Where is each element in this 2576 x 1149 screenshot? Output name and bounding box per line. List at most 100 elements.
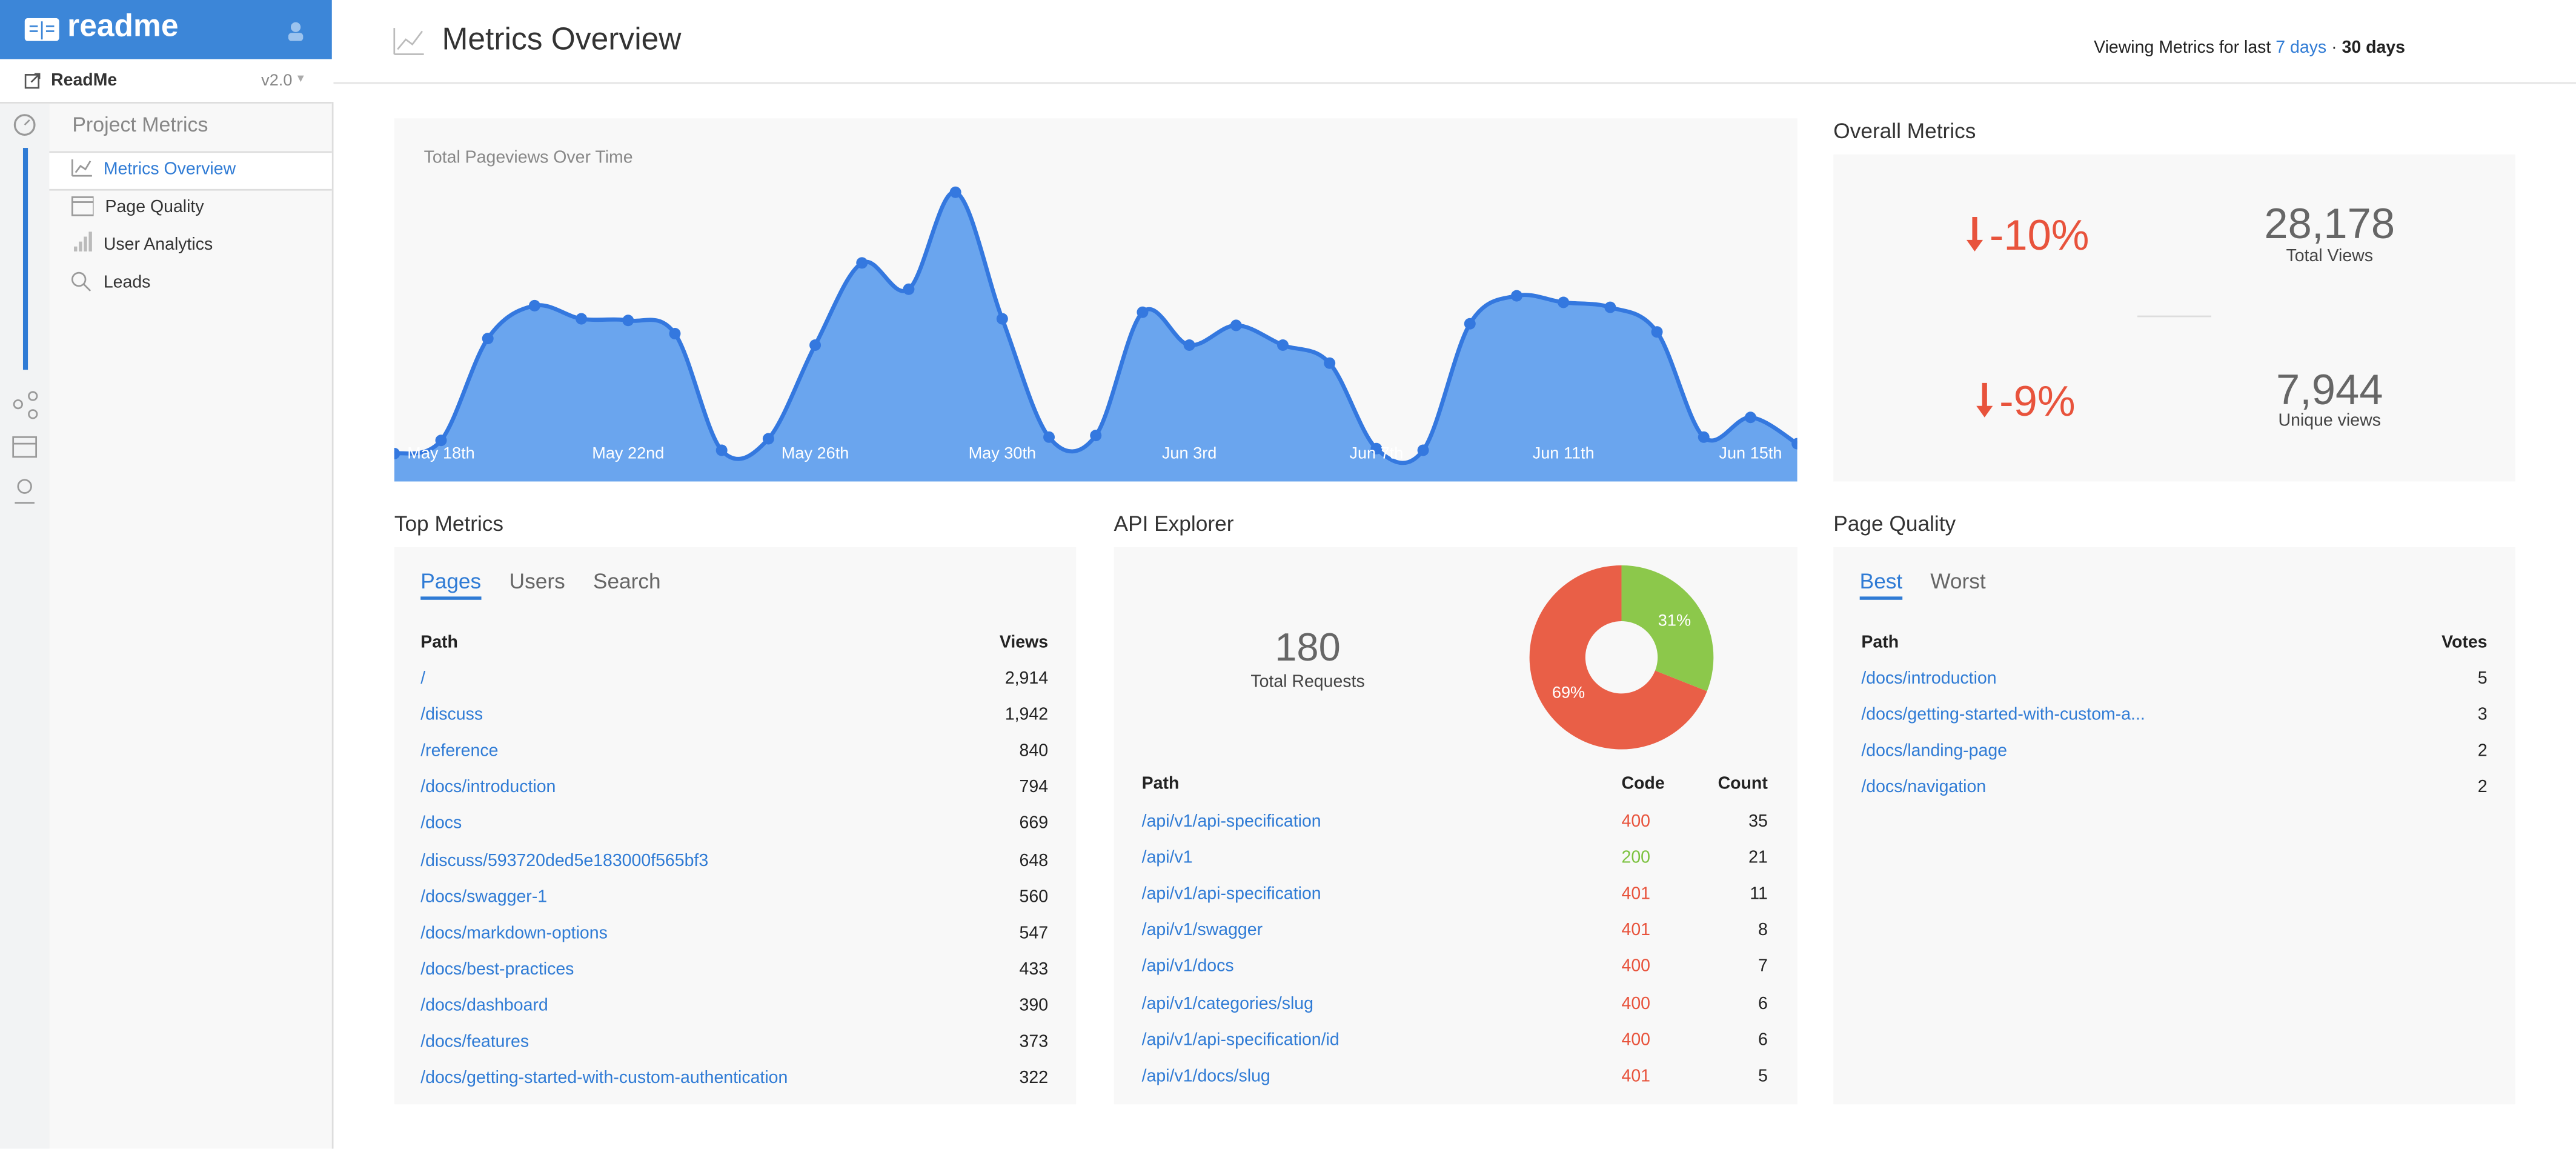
range-option[interactable]: 30 days (2342, 38, 2405, 58)
path-link[interactable]: /docs/getting-started-with-custom-authen… (420, 1068, 788, 1088)
path-link[interactable]: /api/v1/swagger (1141, 921, 1263, 941)
unique-views-label: Unique views (2278, 410, 2381, 431)
path-link[interactable]: /docs/getting-started-with-custom-a... (1861, 705, 2145, 725)
path-link[interactable]: /discuss (420, 705, 483, 725)
cell: 2 (2477, 778, 2488, 798)
total-views-label: Total Views (2286, 246, 2373, 267)
point (1324, 357, 1336, 369)
tab[interactable]: Best (1859, 568, 1903, 600)
separator: · (2331, 38, 2337, 58)
cell: 401 (1621, 921, 1651, 941)
path-link[interactable]: /docs/features (420, 1031, 529, 1052)
path-link[interactable]: /api/v1/categories/slug (1141, 993, 1313, 1013)
point (1698, 431, 1710, 443)
pie-slice (1621, 565, 1714, 691)
path-link[interactable]: /docs/landing-page (1861, 741, 2008, 762)
cell: 8 (1758, 921, 1768, 941)
active-item-bg (49, 151, 332, 191)
path-link[interactable]: /docs/best-practices (420, 959, 574, 979)
nav-icons (71, 159, 94, 291)
path-link[interactable]: /docs/introduction (420, 778, 556, 798)
x-tick-label: Jun 3rd (1162, 444, 1217, 462)
nav-item[interactable]: User Analytics (103, 235, 213, 255)
nav-item[interactable]: Leads (103, 273, 151, 293)
point (1651, 326, 1663, 338)
cell: 6 (1758, 1030, 1768, 1050)
path-link[interactable]: /docs/introduction (1861, 668, 1997, 689)
path-link[interactable]: /api/v1/docs (1141, 957, 1234, 977)
cell: 5 (1758, 1066, 1768, 1086)
section-title: Project Metrics (72, 113, 208, 137)
path-link[interactable]: /docs (420, 814, 462, 834)
point (1090, 430, 1102, 442)
down-arrow (1976, 382, 1993, 418)
slice-label: 69% (1552, 682, 1585, 701)
point (1744, 411, 1756, 424)
tab[interactable]: Users (509, 568, 565, 593)
point (809, 339, 822, 351)
path-link[interactable]: /api/v1/api-specification (1141, 884, 1321, 904)
x-tick-label: Jun 7th (1349, 444, 1403, 462)
chart-title: Total Pageviews Over Time (423, 148, 633, 168)
cell: 7 (1758, 957, 1768, 977)
path-link[interactable]: /docs/dashboard (420, 996, 548, 1016)
cell: 401 (1621, 1066, 1651, 1086)
version[interactable]: v2.0 (261, 72, 293, 91)
section-title: Overall Metrics (1833, 118, 1976, 143)
unique-views: 7,944 (2276, 365, 2383, 415)
project-name[interactable]: ReadMe (51, 70, 118, 91)
point (1417, 444, 1429, 456)
header-border (333, 82, 2576, 84)
column-header: Views (999, 633, 1049, 653)
cell: 21 (1748, 848, 1768, 868)
cell: 322 (1019, 1068, 1049, 1088)
point (1043, 431, 1055, 443)
cell: 669 (1019, 814, 1049, 834)
cell: 200 (1621, 848, 1651, 868)
column-header: Path (1141, 774, 1180, 794)
x-tick-label: Jun 11th (1533, 444, 1595, 462)
user-icon[interactable] (288, 21, 304, 41)
tab[interactable]: Pages (420, 568, 482, 600)
viewing-range: Viewing Metrics for last 7 days · 30 day… (2094, 38, 2405, 58)
section-title: Page Quality (1833, 511, 1956, 536)
path-link[interactable]: / (420, 668, 426, 689)
range-option[interactable]: 7 days (2276, 38, 2327, 58)
cell: 400 (1621, 811, 1651, 832)
point (1230, 319, 1242, 331)
section-title: API Explorer (1114, 511, 1234, 536)
tab[interactable]: Worst (1930, 568, 1986, 593)
point (1370, 442, 1383, 455)
views-change: -10% (1989, 210, 2090, 260)
path-link[interactable]: /docs/navigation (1861, 778, 1987, 798)
cell: 2 (2477, 741, 2488, 762)
path-link[interactable]: /reference (420, 741, 499, 762)
total-views: 28,178 (2264, 199, 2395, 248)
path-link[interactable]: /discuss/593720ded5e183000f565bf3 (420, 850, 709, 870)
cell: 648 (1019, 850, 1049, 870)
nav-item[interactable]: Metrics Overview (103, 159, 236, 179)
column-header: Count (1718, 774, 1768, 794)
point (1558, 296, 1570, 308)
path-link[interactable]: /api/v1/api-specification (1141, 811, 1321, 832)
cell: 400 (1621, 957, 1651, 977)
path-link[interactable]: /api/v1/docs/slug (1141, 1066, 1270, 1086)
rail-icons (12, 114, 38, 504)
point (669, 327, 681, 339)
cell: 401 (1621, 884, 1651, 904)
path-link[interactable]: /api/v1 (1141, 848, 1193, 868)
path-link[interactable]: /api/v1/api-specification/id (1141, 1030, 1339, 1050)
column-header: Path (420, 633, 458, 653)
path-link[interactable]: /docs/markdown-options (420, 923, 608, 943)
nav-item[interactable]: Page Quality (105, 197, 204, 217)
cell: 6 (1758, 993, 1768, 1013)
point (903, 283, 915, 295)
overall-panel (1833, 154, 2515, 482)
path-link[interactable]: /docs/swagger-1 (420, 887, 548, 907)
tab[interactable]: Search (593, 568, 661, 593)
section-title: Top Metrics (394, 511, 504, 536)
header-icon (393, 28, 424, 55)
project-bar (0, 59, 332, 104)
point (394, 447, 400, 459)
point (1791, 438, 1798, 450)
